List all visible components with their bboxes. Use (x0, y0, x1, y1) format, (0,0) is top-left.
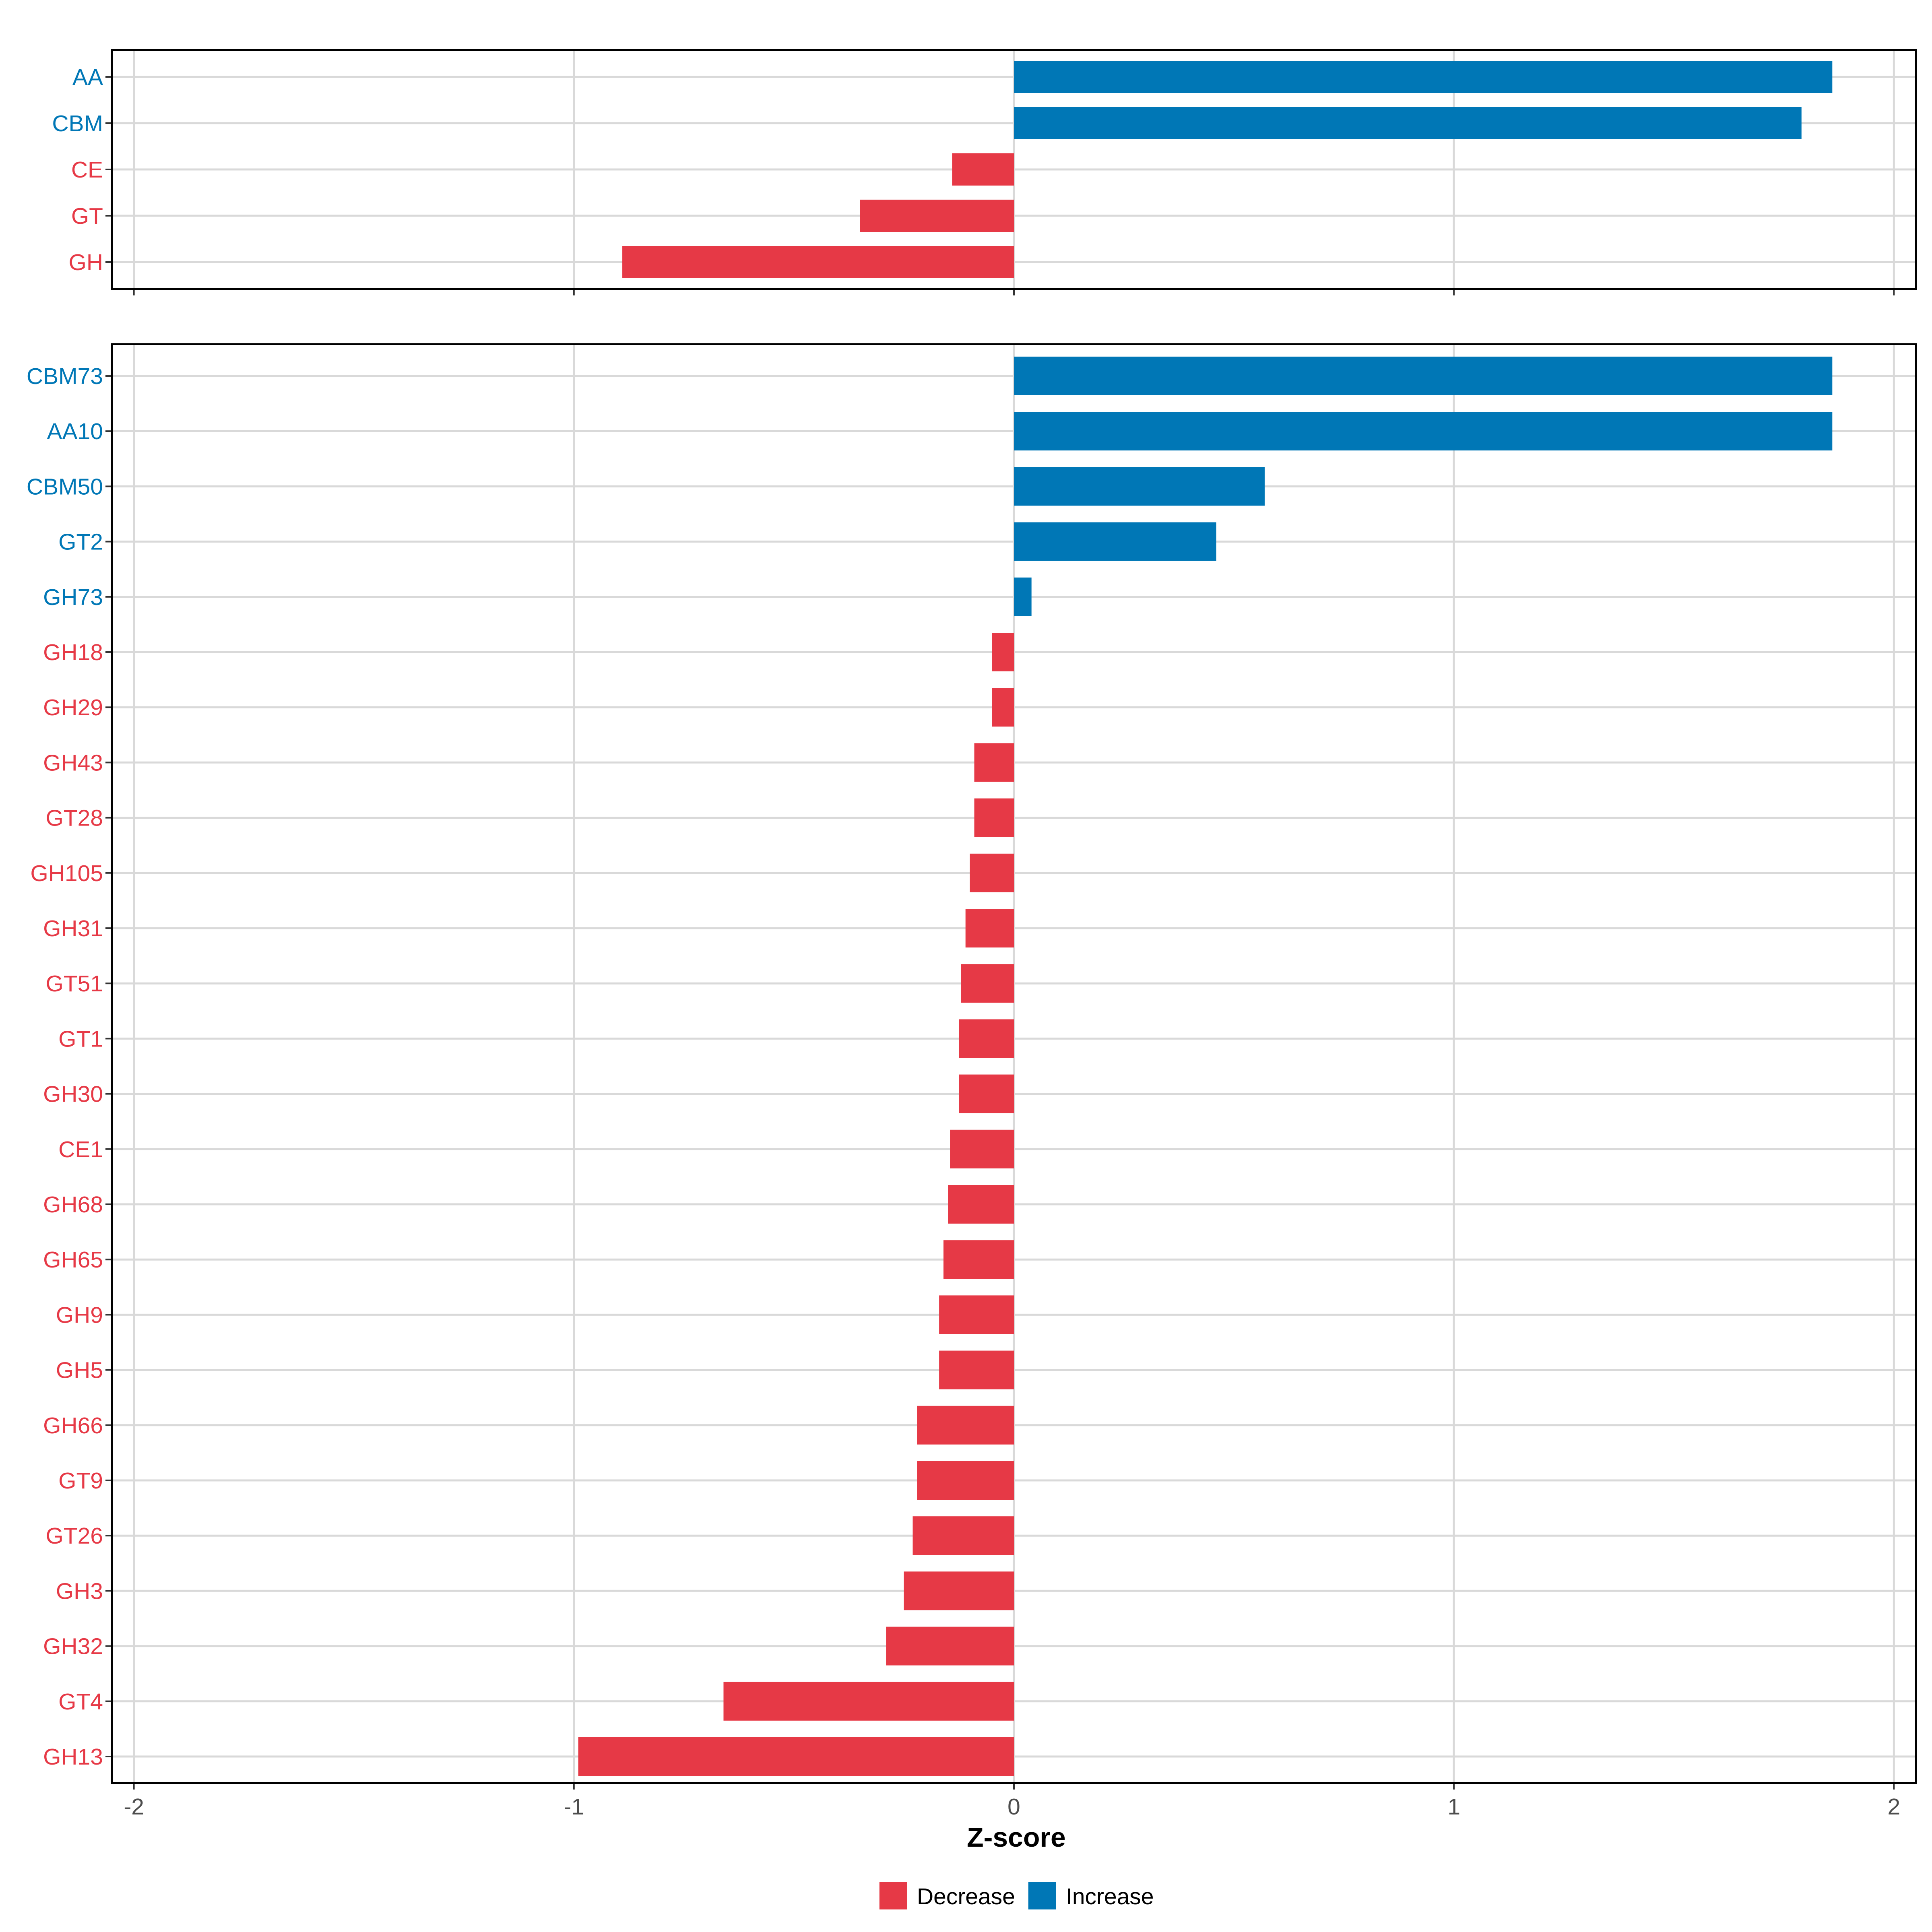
legend-key-increase (1028, 1882, 1056, 1909)
bar-gh5 (939, 1350, 1014, 1389)
y-tick-label-cbm: CBM (52, 111, 103, 136)
bar-gt2 (1014, 522, 1216, 561)
y-tick-label-aa10: AA10 (47, 419, 103, 444)
bar-gt1 (959, 1019, 1014, 1058)
y-tick-label-aa: AA (72, 64, 103, 90)
y-tick-label-gh65: GH65 (43, 1247, 103, 1273)
y-tick-label-gh66: GH66 (43, 1413, 103, 1439)
y-tick-label-ce1: CE1 (58, 1137, 103, 1162)
bar-aa (1014, 61, 1833, 93)
bar-gh66 (917, 1406, 1014, 1445)
y-tick-label-gt51: GT51 (45, 971, 103, 997)
y-tick-label-gh9: GH9 (56, 1302, 103, 1328)
bar-gt26 (912, 1516, 1014, 1555)
bar-gh30 (959, 1074, 1014, 1113)
panel-border (111, 343, 1917, 1784)
bar-gt28 (974, 798, 1014, 837)
bar-gt4 (723, 1682, 1014, 1721)
bar-gh3 (904, 1571, 1014, 1610)
bar-cbm73 (1014, 357, 1833, 395)
legend-label-increase: Increase (1066, 1884, 1154, 1909)
y-tick-label-gt26: GT26 (45, 1523, 103, 1549)
x-axis-title: Z-score (967, 1822, 1066, 1853)
bar-cbm50 (1014, 467, 1265, 506)
y-tick-label-gt1: GT1 (58, 1026, 103, 1052)
y-tick-label-gh43: GH43 (43, 750, 103, 776)
y-tick-label-ce: CE (71, 157, 103, 183)
y-tick-label-gh68: GH68 (43, 1192, 103, 1218)
bar-gh31 (965, 909, 1014, 947)
x-tick-label: -1 (564, 1794, 584, 1820)
bar-aa10 (1014, 412, 1833, 451)
y-tick-label-cbm73: CBM73 (27, 363, 103, 389)
y-tick-label-gt4: GT4 (58, 1689, 103, 1715)
y-tick-label-gh18: GH18 (43, 640, 103, 665)
x-tick-label: -2 (124, 1794, 144, 1820)
bar-gh65 (943, 1240, 1014, 1279)
bar-gh105 (970, 853, 1014, 892)
legend: Decrease Increase (879, 1882, 1154, 1909)
bar-ce (952, 153, 1014, 186)
bar-gh73 (1014, 577, 1032, 616)
bar-gh13 (578, 1737, 1014, 1776)
bar-gh9 (939, 1295, 1014, 1334)
x-tick-label: 1 (1447, 1794, 1460, 1820)
bar-gt (860, 200, 1014, 232)
y-tick-label-gh31: GH31 (43, 916, 103, 941)
y-tick-label-gt: GT (71, 203, 103, 229)
y-tick-label-gh29: GH29 (43, 695, 103, 720)
bar-gh (622, 246, 1014, 278)
bar-ce1 (950, 1129, 1014, 1168)
y-tick-label-gt9: GT9 (58, 1468, 103, 1494)
bar-cbm (1014, 107, 1802, 139)
y-tick-label-cbm50: CBM50 (27, 474, 103, 500)
bar-gh32 (886, 1627, 1014, 1666)
bar-gh18 (992, 633, 1014, 671)
legend-label-decrease: Decrease (917, 1884, 1015, 1909)
y-tick-label-gh3: GH3 (56, 1578, 103, 1604)
y-tick-label-gh13: GH13 (43, 1744, 103, 1770)
y-tick-label-gh5: GH5 (56, 1358, 103, 1383)
bar-gt9 (917, 1461, 1014, 1500)
y-tick-label-gh73: GH73 (43, 584, 103, 610)
legend-key-decrease (879, 1882, 907, 1909)
y-tick-label-gt28: GT28 (45, 805, 103, 831)
y-tick-label-gt2: GT2 (58, 529, 103, 555)
bar-gh43 (974, 743, 1014, 782)
y-tick-label-gh: GH (69, 250, 103, 275)
x-tick-label: 0 (1007, 1794, 1020, 1820)
top-panel: AA CBM CE GT GH (52, 49, 1917, 295)
bottom-panel: CBM73 AA10 CBM50 GT2 GH73 GH18 GH29 GH43 GT28 GH1… (27, 343, 1917, 1820)
bar-gt51 (961, 964, 1014, 1003)
y-tick-label-gh32: GH32 (43, 1634, 103, 1660)
bar-gh68 (948, 1185, 1014, 1224)
y-tick-label-gh105: GH105 (30, 861, 103, 886)
y-tick-label-gh30: GH30 (43, 1082, 103, 1107)
panel-border (111, 49, 1917, 290)
bar-gh29 (992, 688, 1014, 727)
x-tick-label: 2 (1887, 1794, 1900, 1820)
